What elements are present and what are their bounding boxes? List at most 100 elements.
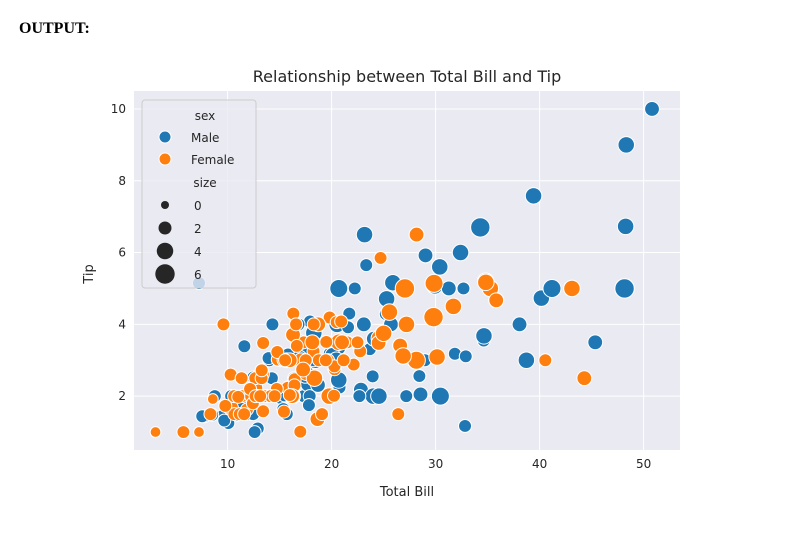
chart-title: Relationship between Total Bill and Tip (253, 67, 562, 86)
legend-size-marker (161, 201, 169, 209)
data-point-female (256, 336, 271, 350)
data-point-female (563, 279, 581, 298)
legend-size-label: 4 (194, 245, 202, 259)
data-point-female (334, 334, 351, 351)
data-point-female (304, 334, 321, 351)
data-point-male (347, 281, 362, 296)
legend-box (141, 99, 257, 289)
x-tick-label: 10 (220, 457, 235, 471)
data-point-female (424, 273, 444, 293)
y-tick-label: 4 (118, 317, 126, 331)
data-point-female (282, 388, 297, 403)
legend-marker-male (158, 130, 172, 144)
data-point-male (329, 278, 349, 298)
data-point-male (456, 281, 471, 296)
data-point-male (352, 389, 367, 404)
data-point-male (365, 369, 380, 384)
legend-size-marker (158, 221, 172, 235)
data-point-female (391, 407, 406, 422)
data-point-female (394, 347, 412, 365)
data-point-male (587, 334, 604, 351)
data-point-female (289, 338, 304, 353)
data-point-male (355, 225, 374, 244)
data-point-female (305, 369, 324, 387)
data-point-male (616, 217, 635, 236)
legend-size-label: 0 (194, 199, 202, 213)
data-point-female (149, 426, 162, 438)
data-point-female (176, 425, 191, 440)
data-point-male (458, 418, 473, 433)
legend-label-female: Female (191, 153, 234, 167)
legend: sex size Male Female 0 2 4 6 (141, 99, 257, 289)
x-tick-label: 30 (428, 457, 443, 471)
data-point-male (617, 136, 635, 154)
data-point-female (306, 317, 321, 332)
data-point-female (193, 426, 205, 438)
data-point-female (267, 389, 282, 404)
data-point-male (399, 389, 414, 404)
data-point-female (203, 407, 218, 422)
data-point-male (237, 339, 252, 354)
data-point-female (319, 334, 334, 349)
data-point-female (318, 353, 333, 368)
data-point-male (217, 413, 232, 428)
data-point-male (440, 280, 457, 297)
data-point-male (451, 243, 470, 262)
legend-entries: Male Female 0 2 4 6 (155, 130, 234, 284)
legend-size-title: size (193, 176, 216, 190)
data-point-male (412, 386, 429, 403)
x-tick-label: 40 (532, 457, 547, 471)
data-point-female (289, 317, 304, 332)
data-point-female (374, 324, 393, 343)
legend-size-label: 6 (194, 268, 202, 282)
data-point-female (276, 404, 291, 419)
data-point-male (430, 386, 450, 406)
data-point-female (488, 292, 505, 309)
data-point-female (350, 335, 365, 350)
data-point-male (355, 316, 372, 333)
legend-size-label: 2 (194, 222, 202, 236)
data-point-male (542, 278, 562, 298)
y-tick-label: 6 (118, 246, 126, 260)
data-point-female (397, 315, 416, 334)
data-point-male (524, 187, 543, 205)
y-axis-label: Tip (82, 264, 97, 284)
data-point-female (477, 273, 495, 292)
data-point-female (218, 398, 233, 413)
data-point-female (538, 353, 553, 368)
y-tick-label: 10 (111, 102, 126, 116)
x-tick-labels: 10 20 30 40 50 (220, 457, 651, 471)
data-point-female (237, 407, 252, 422)
data-point-male (359, 258, 374, 273)
data-point-female (253, 389, 268, 404)
data-point-male (301, 398, 316, 413)
data-point-male (370, 387, 388, 405)
x-tick-label: 50 (636, 457, 651, 471)
y-tick-label: 8 (118, 174, 126, 188)
data-point-female (373, 250, 388, 265)
data-point-male (417, 247, 434, 264)
legend-size-marker (156, 242, 174, 260)
data-point-female (234, 371, 249, 386)
data-point-male (247, 425, 262, 440)
data-point-female (576, 370, 593, 387)
data-point-male (511, 316, 528, 333)
x-axis-label: Total Bill (379, 485, 434, 500)
data-point-female (444, 297, 463, 316)
data-point-female (293, 424, 308, 439)
data-point-female (206, 393, 219, 405)
data-point-female (334, 314, 349, 329)
data-point-female (254, 363, 269, 378)
data-point-female (428, 348, 446, 366)
data-point-male (470, 217, 491, 238)
data-point-male (458, 349, 473, 364)
legend-hue-title: sex (195, 109, 216, 123)
legend-marker-female (158, 152, 172, 166)
data-point-female (336, 353, 351, 368)
y-tick-labels: 2 4 6 8 10 (111, 102, 126, 403)
data-point-male (475, 327, 493, 345)
data-point-female (380, 303, 399, 321)
data-point-female (315, 407, 330, 422)
data-point-male (644, 101, 660, 117)
